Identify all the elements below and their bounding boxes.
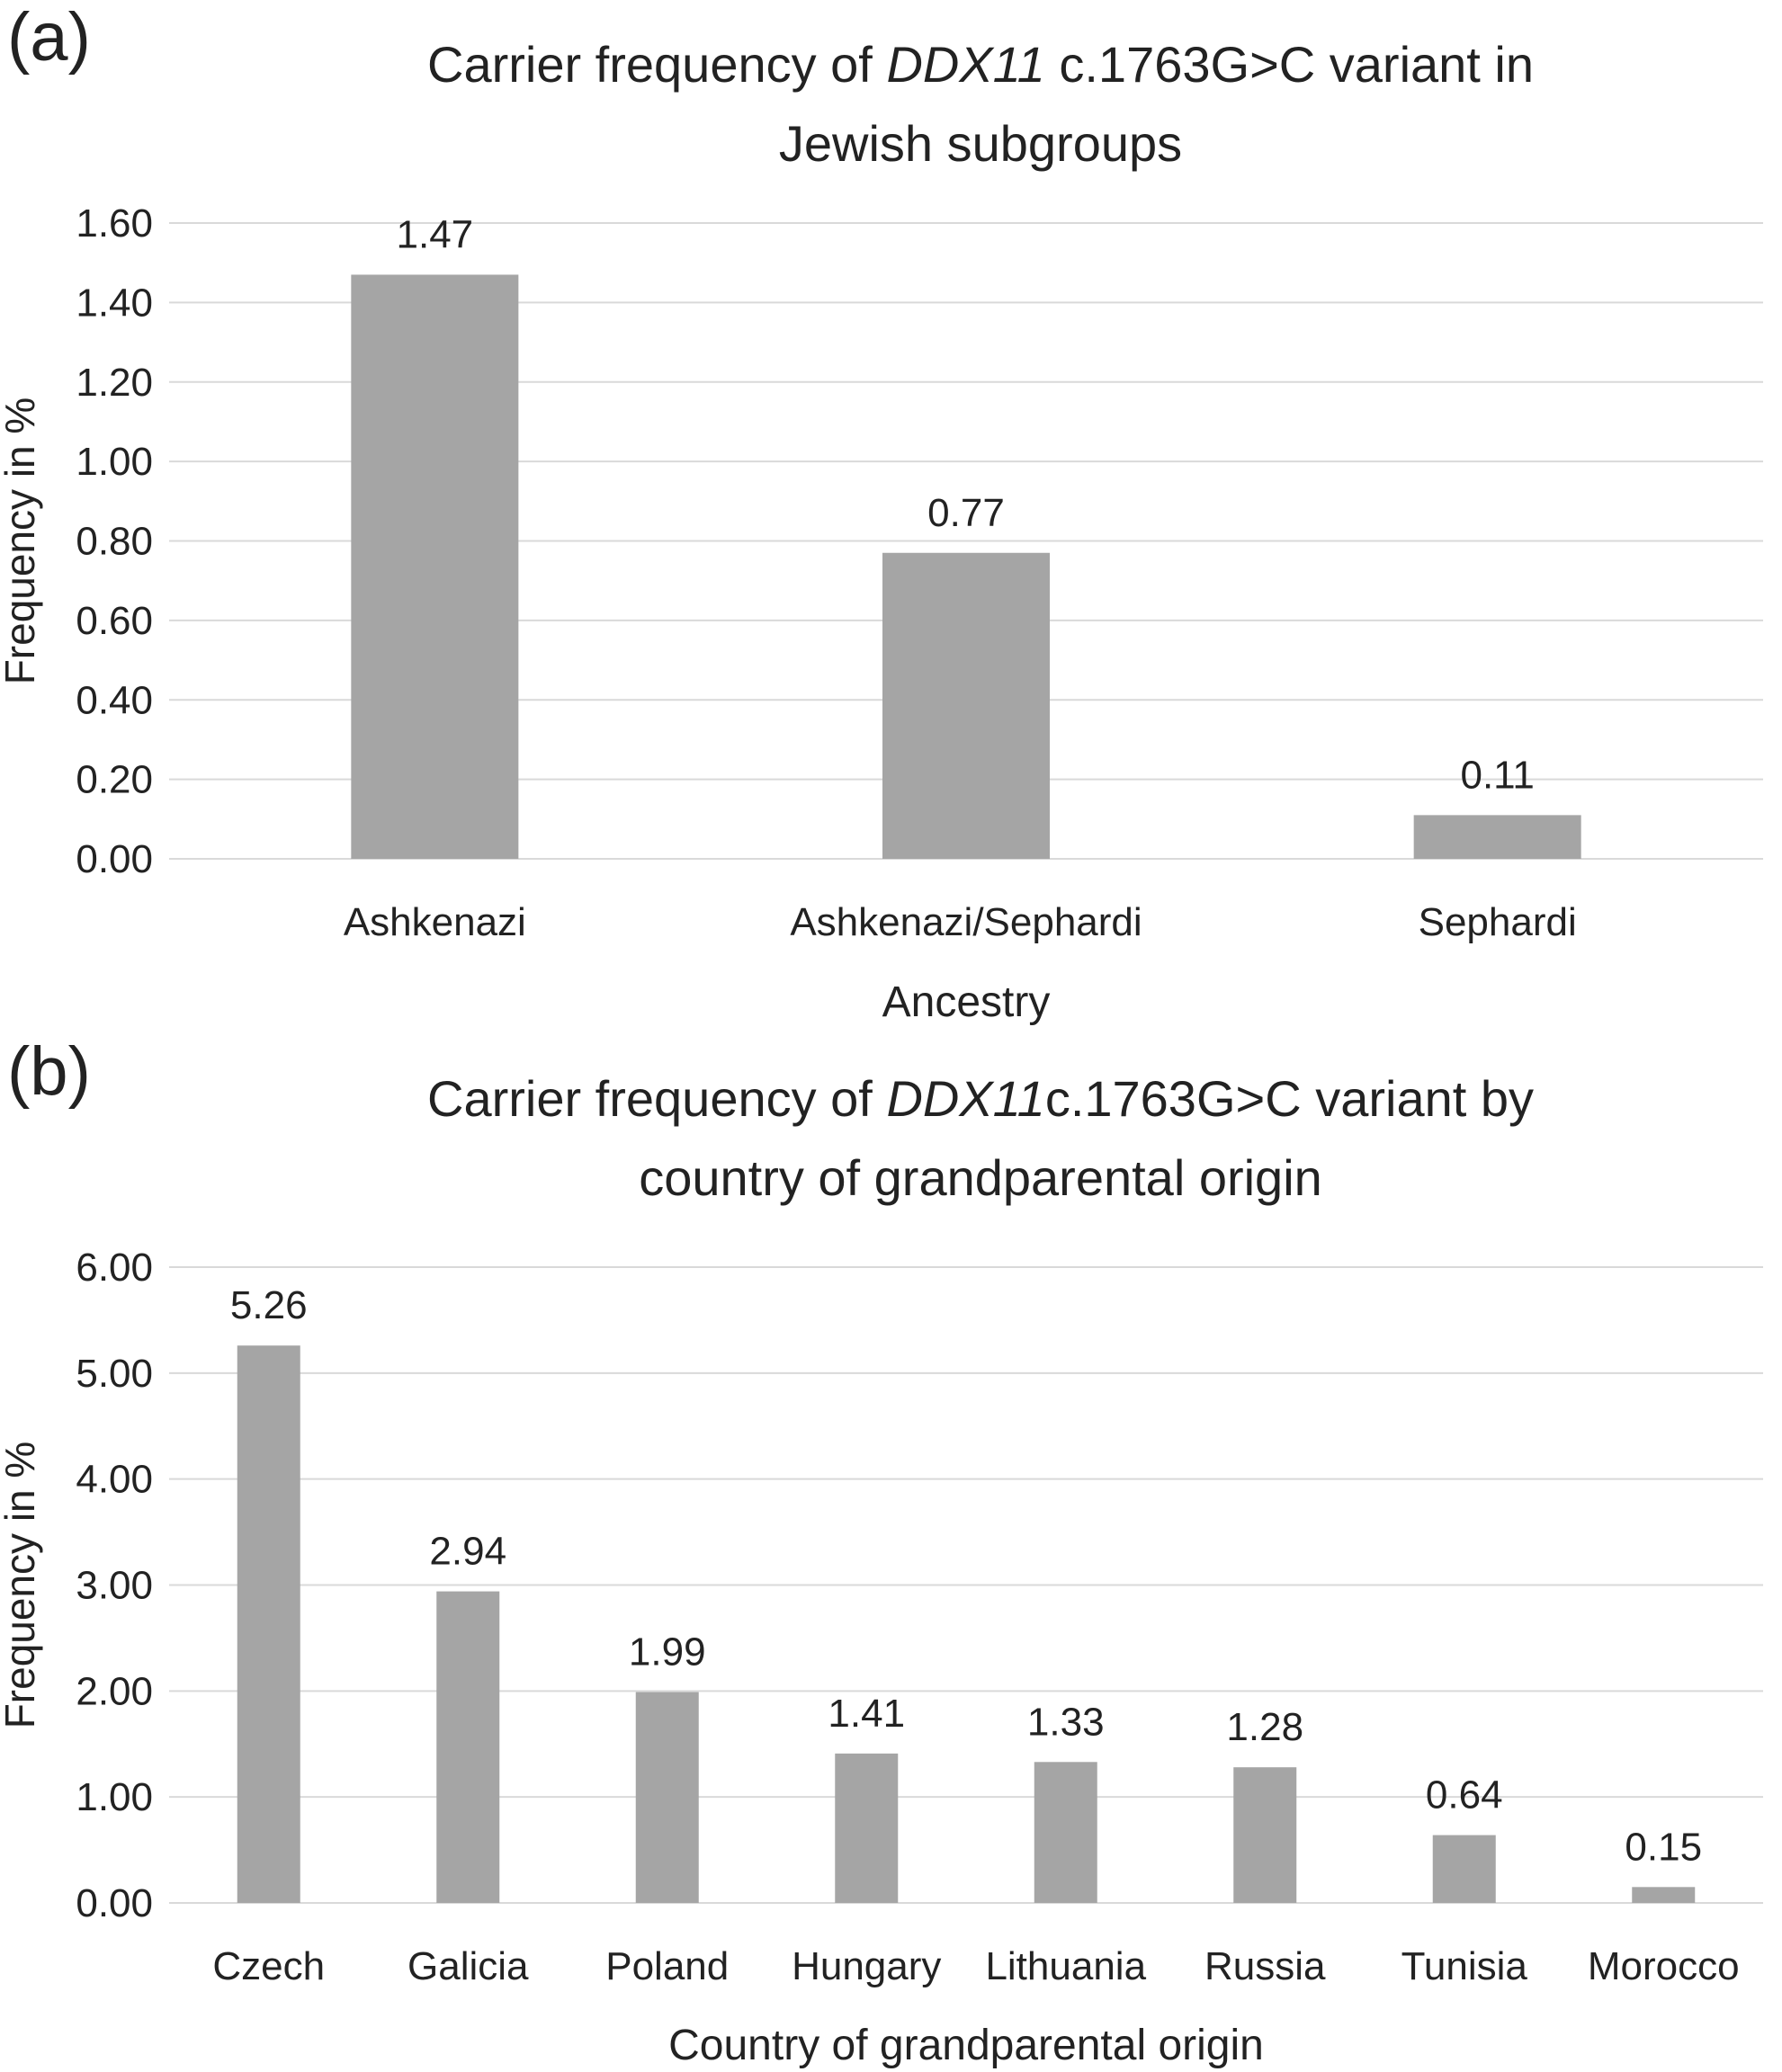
bar	[1413, 815, 1581, 859]
chart-title-a-line2: Jewish subgroups	[778, 115, 1183, 172]
x-category-label: Sephardi	[1419, 900, 1577, 944]
x-category-label: Tunisia	[1401, 1944, 1528, 1988]
y-tick-label: 0.00	[76, 1881, 153, 1925]
y-axis-title: Frequency in %	[0, 1442, 43, 1729]
chart-panel-b: (b) Carrier frequency of DDX11c.1763G>C …	[0, 1034, 1782, 2072]
data-label: 0.77	[927, 491, 1005, 535]
x-category-label: Hungary	[792, 1944, 941, 1988]
y-tick-label: 4.00	[76, 1458, 153, 1502]
data-label: 1.99	[629, 1630, 706, 1675]
x-category-label: Lithuania	[985, 1944, 1146, 1988]
data-label: 0.64	[1426, 1773, 1503, 1817]
y-tick-label: 1.40	[76, 281, 153, 325]
bar	[351, 274, 519, 860]
data-label: 5.26	[230, 1283, 308, 1327]
data-label: 0.15	[1625, 1825, 1702, 1869]
panel-label-a: (a)	[7, 0, 91, 76]
chart-title-a-post: c.1763G>C variant in	[1044, 36, 1534, 93]
y-tick-label: 1.60	[76, 201, 153, 246]
x-category-label: Galicia	[407, 1944, 529, 1988]
bar	[237, 1345, 300, 1903]
x-axis-title: Ancestry	[882, 978, 1051, 1026]
x-category-label: Ashkenazi	[344, 900, 526, 944]
x-category-label: Ashkenazi/Sephardi	[790, 900, 1142, 944]
y-tick-label: 0.00	[76, 837, 153, 881]
chart-title-b-pre: Carrier frequency of	[427, 1070, 887, 1127]
x-category-label: Poland	[605, 1944, 729, 1988]
x-category-label: Morocco	[1588, 1944, 1740, 1988]
chart-title-b-line2: country of grandparental origin	[639, 1149, 1322, 1206]
bar	[1233, 1767, 1297, 1903]
chart-title-a-gene: DDX11	[886, 36, 1045, 93]
data-label: 0.11	[1460, 753, 1534, 797]
y-tick-label: 0.20	[76, 758, 153, 802]
chart-svg-a: 0.00 0.20 0.40 0.60 0.80 1.00 1.20 1.40 1.60 1.47…	[0, 201, 1763, 1026]
chart-title-b: Carrier frequency of DDX11c.1763G>C vari…	[270, 1059, 1691, 1218]
data-label: 2.94	[429, 1530, 506, 1574]
y-axis-title: Frequency in %	[0, 397, 43, 685]
y-tick-label: 1.00	[76, 1775, 153, 1819]
y-tick-label: 0.80	[76, 520, 153, 564]
y-tick-label: 2.00	[76, 1669, 153, 1713]
chart-title-b-gene: DDX11	[886, 1070, 1045, 1127]
bar	[835, 1753, 899, 1903]
y-tick-label: 0.40	[76, 678, 153, 722]
y-tick-label: 1.00	[76, 440, 153, 484]
x-category-label: Russia	[1204, 1944, 1326, 1988]
chart-title-a-pre: Carrier frequency of	[427, 36, 887, 93]
chart-title-a: Carrier frequency of DDX11 c.1763G>C var…	[270, 25, 1691, 183]
x-category-label: Czech	[212, 1944, 325, 1988]
y-tick-label: 5.00	[76, 1352, 153, 1396]
panel-label-b: (b)	[7, 1033, 91, 1110]
x-axis-title: Country of grandparental origin	[668, 2022, 1264, 2069]
y-tick-label: 1.20	[76, 361, 153, 405]
bar	[635, 1692, 699, 1903]
data-label: 1.47	[397, 212, 474, 256]
bar	[1432, 1835, 1496, 1903]
data-label: 1.28	[1226, 1705, 1303, 1749]
y-tick-label: 3.00	[76, 1564, 153, 1608]
bar	[882, 552, 1050, 859]
y-tick-label: 0.60	[76, 599, 153, 643]
chart-title-b-post: c.1763G>C variant by	[1044, 1070, 1534, 1127]
data-label: 1.33	[1027, 1700, 1105, 1744]
bar	[436, 1591, 500, 1903]
bar	[1632, 1887, 1696, 1903]
chart-svg-b: 0.00 1.00 2.00 3.00 4.00 5.00 6.00 5.26 Czech 2.9…	[0, 1246, 1763, 2069]
bar	[1034, 1762, 1097, 1903]
data-label: 1.41	[828, 1692, 905, 1736]
y-tick-label: 6.00	[76, 1246, 153, 1290]
chart-panel-a: (a) Carrier frequency of DDX11 c.1763G>C…	[0, 0, 1782, 1034]
